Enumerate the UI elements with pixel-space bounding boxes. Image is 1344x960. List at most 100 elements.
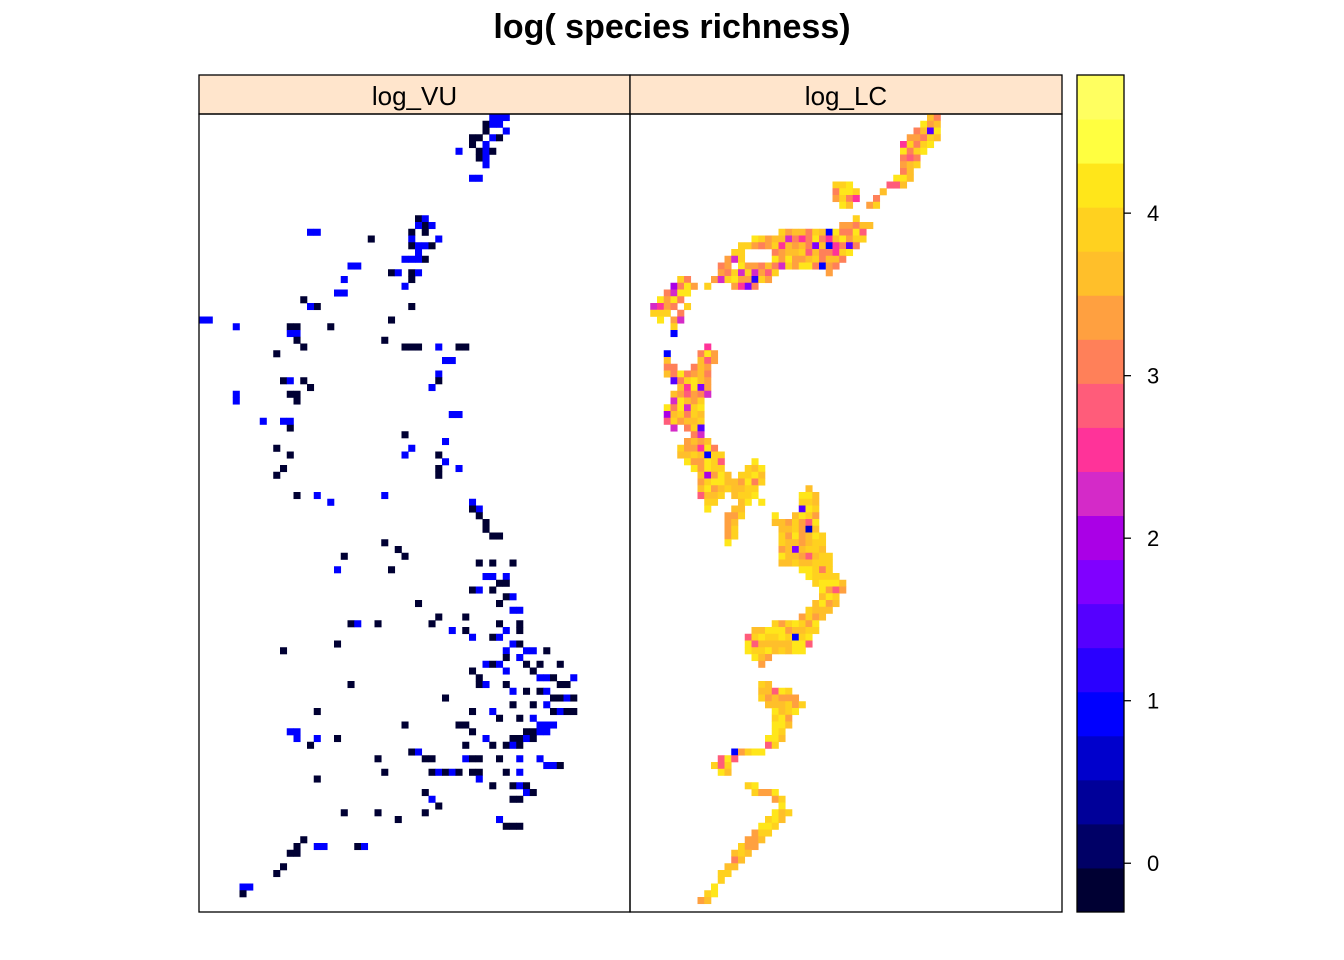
heatmap-cell <box>334 640 342 648</box>
heatmap-cell <box>792 519 800 527</box>
heatmap-cell <box>536 728 544 736</box>
heatmap-cell <box>839 222 847 230</box>
heatmap-cell <box>738 471 746 479</box>
heatmap-cell <box>697 492 705 500</box>
heatmap-cell <box>758 687 766 695</box>
heatmap-cell <box>469 755 477 763</box>
heatmap-cell <box>825 566 833 574</box>
heatmap-cell <box>670 390 678 398</box>
heatmap-cell <box>523 728 531 736</box>
heatmap-cell <box>516 768 524 776</box>
heatmap-cell <box>280 647 288 655</box>
heatmap-cell <box>852 228 860 236</box>
heatmap-cell <box>778 539 786 547</box>
heatmap-cell <box>812 498 820 506</box>
heatmap-cell <box>408 444 416 452</box>
heatmap-cell <box>805 552 813 560</box>
heatmap-cell <box>805 627 813 635</box>
heatmap-cell <box>496 114 504 122</box>
heatmap-cell <box>690 444 698 452</box>
heatmap-cell <box>765 647 773 655</box>
heatmap-cell <box>819 600 827 608</box>
heatmap-cell <box>785 262 793 270</box>
heatmap-cell <box>758 789 766 797</box>
heatmap-cell <box>374 620 382 628</box>
heatmap-cell <box>771 789 779 797</box>
heatmap-cell <box>758 471 766 479</box>
heatmap-cell <box>455 343 463 351</box>
heatmap-cell <box>832 573 840 581</box>
heatmap-cell <box>516 782 524 790</box>
heatmap-cell <box>805 498 813 506</box>
heatmap-cell <box>852 235 860 243</box>
heatmap-cell <box>731 282 739 290</box>
heatmap-cell <box>286 417 294 425</box>
color-key-band <box>1077 339 1124 384</box>
heatmap-cell <box>771 741 779 749</box>
heatmap-cell <box>758 640 766 648</box>
heatmap-cell <box>812 512 820 520</box>
heatmap-cell <box>805 249 813 257</box>
color-key-tick-label: 0 <box>1147 851 1159 876</box>
heatmap-cell <box>765 640 773 648</box>
heatmap-cell <box>442 357 450 365</box>
heatmap-cell <box>738 242 746 250</box>
heatmap-cell <box>550 694 558 702</box>
heatmap-cell <box>805 228 813 236</box>
heatmap-cell <box>415 269 423 277</box>
heatmap-cell <box>536 721 544 729</box>
heatmap-cell <box>280 417 288 425</box>
heatmap-cell <box>765 741 773 749</box>
heatmap-cell <box>509 822 517 830</box>
heatmap-cell <box>502 667 510 675</box>
heatmap-cell <box>913 127 921 135</box>
heatmap-cell <box>839 255 847 263</box>
heatmap-cell <box>778 255 786 263</box>
heatmap-cell <box>704 377 712 385</box>
heatmap-cell <box>785 249 793 257</box>
heatmap-cell <box>731 525 739 533</box>
heatmap-cell <box>812 492 820 500</box>
heatmap-cell <box>751 235 759 243</box>
heatmap-cell <box>657 296 665 304</box>
heatmap-cell <box>469 667 477 675</box>
heatmap-cell <box>825 269 833 277</box>
heatmap-cell <box>785 708 793 716</box>
heatmap-cell <box>744 836 752 844</box>
heatmap-cell <box>684 390 692 398</box>
heatmap-cell <box>738 505 746 513</box>
heatmap-cell <box>313 775 321 783</box>
heatmap-cell <box>825 262 833 270</box>
heatmap-cell <box>690 451 698 459</box>
heatmap-cell <box>697 438 705 446</box>
heatmap-cell <box>690 370 698 378</box>
heatmap-cell <box>421 755 429 763</box>
heatmap-cell <box>927 120 935 128</box>
heatmap-cell <box>529 667 537 675</box>
heatmap-cell <box>408 255 416 263</box>
heatmap-cell <box>259 417 267 425</box>
heatmap-cell <box>744 843 752 851</box>
heatmap-cell <box>825 593 833 601</box>
heatmap-cell <box>751 282 759 290</box>
heatmap-cell <box>778 525 786 533</box>
heatmap-cell <box>873 201 881 209</box>
heatmap-cell <box>805 573 813 581</box>
color-key-tick-label: 2 <box>1147 526 1159 551</box>
heatmap-cell <box>717 262 725 270</box>
heatmap-cell <box>408 269 416 277</box>
heatmap-cell <box>529 714 537 722</box>
heatmap-cell <box>717 492 725 500</box>
heatmap-cell <box>489 134 497 142</box>
heatmap-cell <box>690 411 698 419</box>
heatmap-cell <box>677 309 685 317</box>
heatmap-cell <box>408 242 416 250</box>
heatmap-cell <box>778 816 786 824</box>
heatmap-cell <box>556 681 564 689</box>
heatmap-cell <box>819 255 827 263</box>
heatmap-cell <box>778 242 786 250</box>
heatmap-cell <box>819 573 827 581</box>
heatmap-cell <box>771 714 779 722</box>
heatmap-cell <box>684 438 692 446</box>
heatmap-cell <box>690 424 698 432</box>
